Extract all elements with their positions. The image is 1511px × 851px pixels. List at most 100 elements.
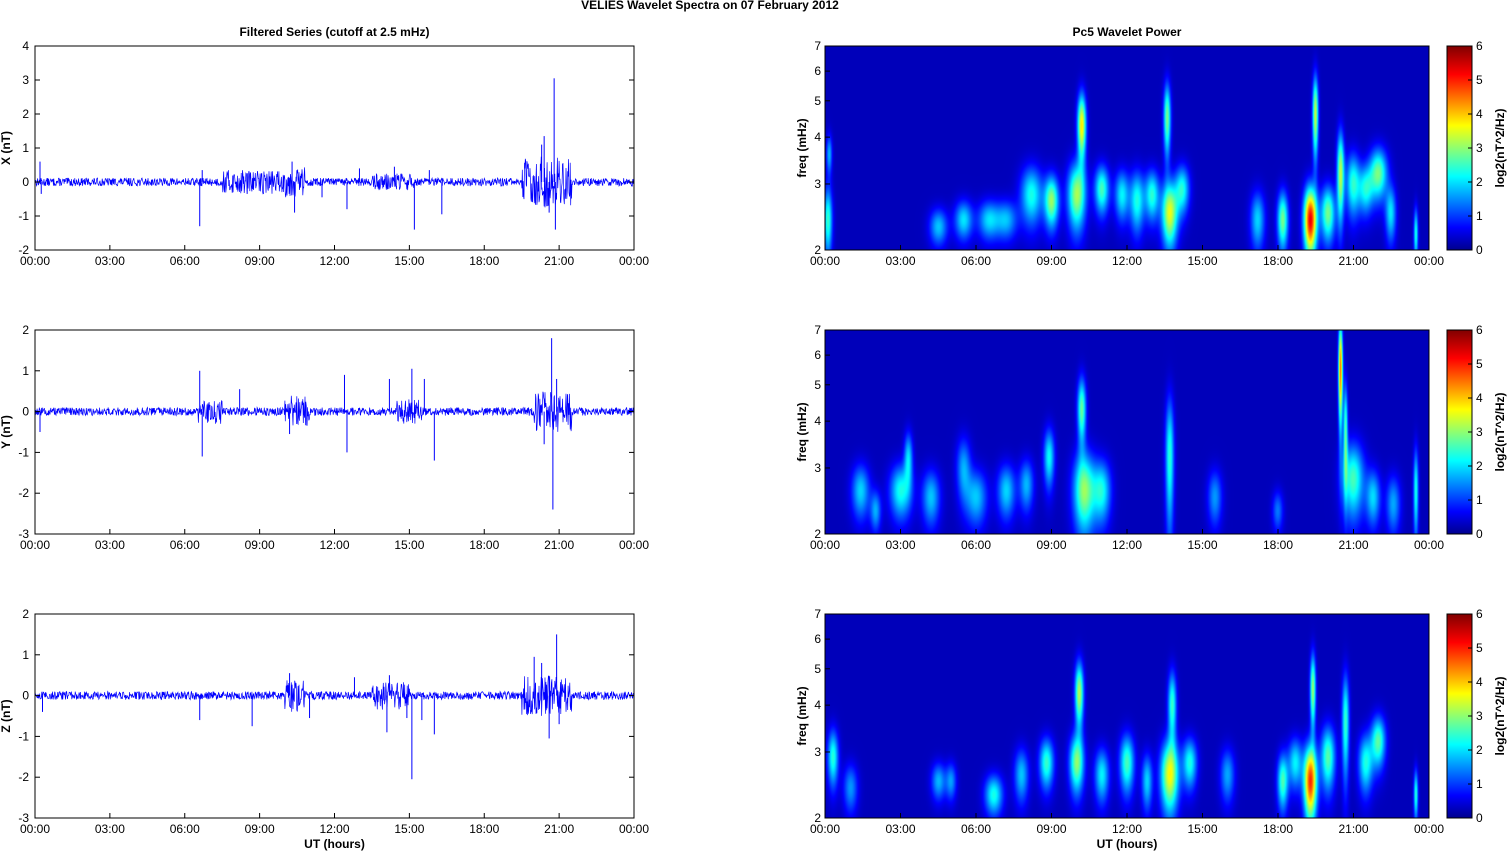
y-tick-label: 4	[814, 698, 821, 712]
y-tick-label: 3	[814, 461, 821, 475]
x-tick-label: 18:00	[1263, 254, 1293, 268]
y-tick-label: 1	[22, 648, 29, 662]
y-tick-label: 5	[814, 94, 821, 108]
time-series-panel-3: -3 -2 -1 0 1 2 00:00 03:00 06:00 09:00 12:00 15:00 1…	[0, 607, 649, 851]
x-tick-label: 12:00	[1112, 822, 1142, 836]
y-tick-label: 2	[814, 243, 821, 257]
colorbar-tick-label: 1	[1476, 209, 1483, 223]
x-tick-label: 00:00	[619, 822, 649, 836]
y-tick-label: 2	[22, 607, 29, 621]
colorbar: 0 1 2 3 4 5 6 log2(nT^2/Hz)	[1446, 607, 1507, 825]
x-tick-label: 21:00	[544, 254, 574, 268]
x-tick-label: 00:00	[619, 254, 649, 268]
y-tick-label: -1	[18, 445, 29, 459]
x-tick-label: 18:00	[469, 538, 499, 552]
wavelet-heatmap	[825, 330, 1429, 534]
x-tick-label: 00:00	[810, 254, 840, 268]
wavelet-heatmap	[825, 614, 1429, 818]
x-tick-label: 21:00	[1338, 822, 1368, 836]
x-tick-label: 12:00	[319, 822, 349, 836]
colorbar-tick-label: 0	[1476, 527, 1483, 541]
x-tick-label: 21:00	[1338, 254, 1368, 268]
colorbar-tick-label: 2	[1476, 459, 1483, 473]
y-axis-label: freq (mHz)	[795, 686, 809, 745]
series-line	[34, 156, 635, 208]
x-tick-label: 18:00	[469, 822, 499, 836]
x-tick-label: 15:00	[394, 822, 424, 836]
y-tick-label: 7	[814, 39, 821, 53]
series-line	[34, 391, 635, 432]
y-tick-label: 4	[814, 130, 821, 144]
x-tick-label: 18:00	[1263, 822, 1293, 836]
series-line	[34, 675, 635, 716]
x-tick-label: 09:00	[245, 822, 275, 836]
y-tick-label: 0	[22, 405, 29, 419]
panel-title: Filtered Series (cutoff at 2.5 mHz)	[239, 25, 429, 39]
colorbar-label: log2(nT^2/Hz)	[1493, 108, 1507, 187]
y-axis-label: freq (mHz)	[795, 402, 809, 461]
y-tick-label: 2	[22, 107, 29, 121]
x-tick-label: 15:00	[1187, 254, 1217, 268]
y-tick-label: 6	[814, 64, 821, 78]
y-tick-label: 4	[22, 39, 29, 53]
y-tick-label: 3	[814, 745, 821, 759]
x-tick-label: 03:00	[95, 538, 125, 552]
x-tick-label: 00:00	[1414, 254, 1444, 268]
y-axis-label: Y (nT)	[0, 415, 13, 449]
y-tick-label: 6	[814, 348, 821, 362]
x-tick-label: 18:00	[1263, 538, 1293, 552]
x-tick-label: 06:00	[961, 538, 991, 552]
time-series-panel-2: -3 -2 -1 0 1 2 00:00 03:00 06:00 09:00 12:00 15:00 1…	[0, 323, 649, 552]
x-tick-label: 00:00	[20, 538, 50, 552]
colorbar: 0 1 2 3 4 5 6 log2(nT^2/Hz)	[1446, 39, 1507, 257]
colorbar-tick-label: 5	[1476, 73, 1483, 87]
colorbar-tick-label: 2	[1476, 175, 1483, 189]
colorbar: 0 1 2 3 4 5 6 log2(nT^2/Hz)	[1446, 323, 1507, 541]
x-tick-label: 21:00	[544, 822, 574, 836]
x-tick-label: 06:00	[961, 822, 991, 836]
x-tick-label: 03:00	[885, 538, 915, 552]
colorbar-tick-label: 0	[1476, 811, 1483, 825]
colorbar-tick-label: 3	[1476, 141, 1483, 155]
x-tick-label: 12:00	[1112, 254, 1142, 268]
y-tick-label: 5	[814, 378, 821, 392]
x-tick-label: 12:00	[319, 538, 349, 552]
x-tick-label: 03:00	[95, 254, 125, 268]
wavelet-panel-1: Pc5 Wavelet Power 2 3 4 5 6 7 00:00 03:00 06:00 09…	[795, 25, 1507, 268]
x-tick-label: 09:00	[1036, 254, 1066, 268]
figure-title: VELIES Wavelet Spectra on 07 February 20…	[581, 0, 839, 12]
colorbar-gradient	[1446, 613, 1473, 819]
x-tick-label: 03:00	[95, 822, 125, 836]
y-tick-label: -3	[18, 527, 29, 541]
colorbar-tick-label: 4	[1476, 107, 1483, 121]
y-tick-label: 2	[814, 811, 821, 825]
colorbar-tick-label: 5	[1476, 357, 1483, 371]
x-tick-label: 00:00	[20, 254, 50, 268]
x-tick-label: 12:00	[319, 254, 349, 268]
wavelet-heatmap	[825, 46, 1429, 250]
colorbar-tick-label: 6	[1476, 607, 1483, 621]
y-tick-label: 7	[814, 323, 821, 337]
y-axis-label: Z (nT)	[0, 699, 13, 732]
y-tick-label: -2	[18, 486, 29, 500]
colorbar-tick-label: 6	[1476, 39, 1483, 53]
x-tick-label: 21:00	[1338, 538, 1368, 552]
y-axis-label: freq (mHz)	[795, 118, 809, 177]
y-tick-label: -3	[18, 811, 29, 825]
wavelet-panel-2: 2 3 4 5 6 7 00:00 03:00 06:00 09:00 12:00 15:00 18:0…	[795, 323, 1507, 552]
x-tick-label: 06:00	[961, 254, 991, 268]
colorbar-gradient	[1446, 45, 1473, 251]
x-tick-label: 03:00	[885, 822, 915, 836]
x-tick-label: 09:00	[1036, 822, 1066, 836]
colorbar-tick-label: 4	[1476, 391, 1483, 405]
y-tick-label: 2	[814, 527, 821, 541]
x-tick-label: 03:00	[885, 254, 915, 268]
colorbar-tick-label: 6	[1476, 323, 1483, 337]
y-tick-label: -1	[18, 209, 29, 223]
y-tick-label: 2	[22, 323, 29, 337]
x-tick-label: 09:00	[245, 538, 275, 552]
chart-panels: Filtered Series (cutoff at 2.5 mHz) -2 -1 0…	[0, 25, 1507, 851]
x-tick-label: 15:00	[1187, 538, 1217, 552]
colorbar-label: log2(nT^2/Hz)	[1493, 392, 1507, 471]
